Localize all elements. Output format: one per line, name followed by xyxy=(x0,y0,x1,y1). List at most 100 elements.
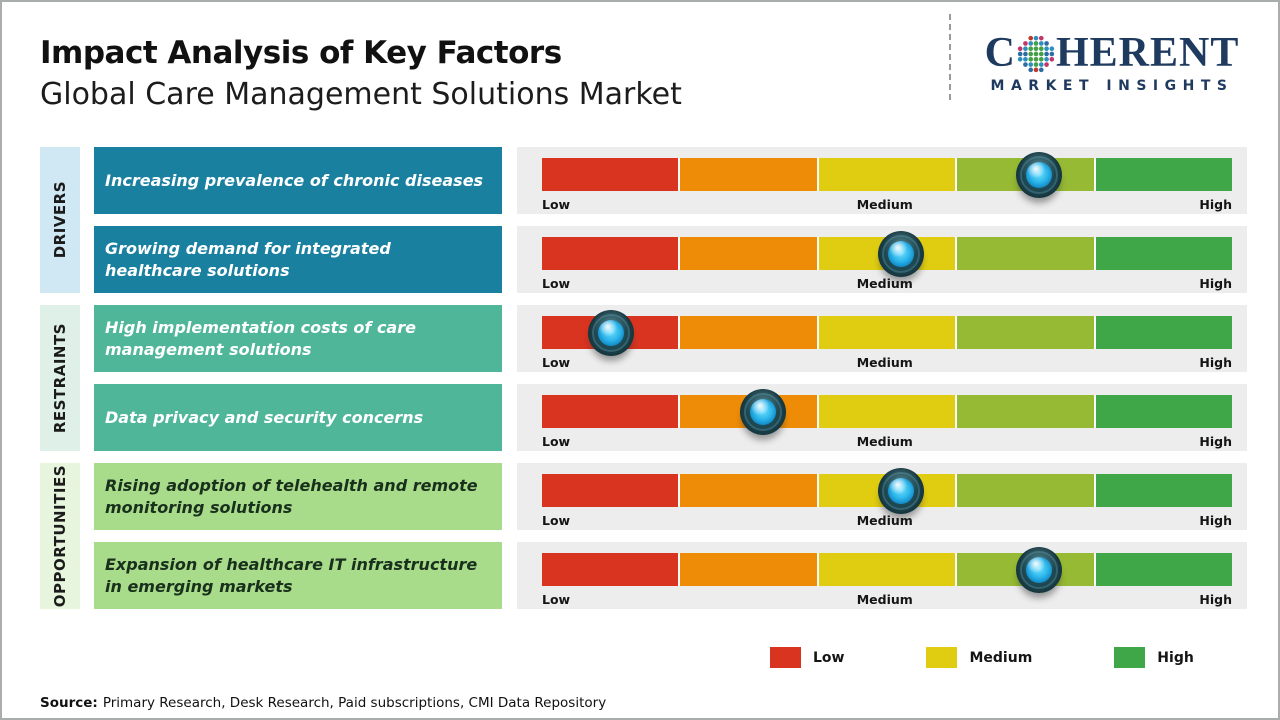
factor-row: High implementation costs of care manage… xyxy=(94,305,1247,372)
legend-swatch-low xyxy=(770,647,801,668)
legend-item-medium: Medium xyxy=(926,647,1032,668)
impact-bar xyxy=(542,151,1233,198)
legend: Low Medium High xyxy=(770,647,1194,668)
logo-text-end: HERENT xyxy=(1055,30,1240,76)
impact-scale-panel: Low Medium High xyxy=(517,226,1247,293)
source-label: Source: xyxy=(40,695,98,711)
bar-segment-mid xyxy=(816,158,956,191)
bar-segment-mid xyxy=(816,553,956,586)
group-label-opportunities: OPPORTUNITIES xyxy=(51,464,69,608)
scale-label-medium: Medium xyxy=(856,592,913,607)
impact-bar xyxy=(542,230,1233,277)
bar-segment-low xyxy=(542,474,679,507)
factor-row: Expansion of healthcare IT infrastructur… xyxy=(94,542,1247,609)
scale-labels: Low Medium High xyxy=(542,592,1232,607)
bar-segment-high xyxy=(1093,316,1233,349)
bar-segment-low-mid xyxy=(678,237,817,270)
group-opportunities: OPPORTUNITIES Rising adoption of telehea… xyxy=(40,463,1247,609)
legend-swatch-high xyxy=(1114,647,1146,668)
factor-text: Growing demand for integrated healthcare… xyxy=(105,238,391,280)
factor-text: Increasing prevalence of chronic disease… xyxy=(105,170,484,190)
scale-label-low: Low xyxy=(542,592,571,607)
impact-scale-panel: Low Medium High xyxy=(517,147,1247,214)
scale-label-high: High xyxy=(1199,197,1232,212)
scale-labels: Low Medium High xyxy=(542,197,1232,212)
page-title: Impact Analysis of Key Factors xyxy=(40,35,562,71)
bar-segment-low xyxy=(542,237,679,270)
factor-text: Data privacy and security concerns xyxy=(105,407,424,427)
legend-label-low: Low xyxy=(813,649,845,666)
bar-segment-low-mid xyxy=(678,158,817,191)
source-note: Source: Primary Research, Desk Research, … xyxy=(40,695,606,711)
scale-label-medium: Medium xyxy=(856,197,913,212)
impact-marker xyxy=(877,230,924,277)
group-drivers: DRIVERS Increasing prevalence of chronic… xyxy=(40,147,1247,293)
group-restraints: RESTRAINTS High implementation costs of … xyxy=(40,305,1247,451)
bar-segment-low-mid xyxy=(678,316,817,349)
impact-bar xyxy=(542,388,1233,435)
factor-text: High implementation costs of care manage… xyxy=(105,317,416,359)
group-strip-restraints: RESTRAINTS xyxy=(40,305,80,451)
scale-label-low: Low xyxy=(542,513,571,528)
scale-labels: Low Medium High xyxy=(542,434,1232,449)
bar-segment-low xyxy=(542,553,679,586)
factor-text: Rising adoption of telehealth and remote… xyxy=(105,475,478,517)
group-rows: High implementation costs of care manage… xyxy=(94,305,1247,451)
scale-label-high: High xyxy=(1199,276,1232,291)
bar-segment-high xyxy=(1093,237,1233,270)
factor-box: High implementation costs of care manage… xyxy=(94,305,502,372)
scale-labels: Low Medium High xyxy=(542,355,1232,370)
factor-row: Increasing prevalence of chronic disease… xyxy=(94,147,1247,214)
bar-segment-mid-high xyxy=(955,316,1094,349)
factor-box: Data privacy and security concerns xyxy=(94,384,502,451)
coherent-globe-icon xyxy=(1017,35,1055,73)
factor-text: Expansion of healthcare IT infrastructur… xyxy=(105,554,478,596)
legend-label-medium: Medium xyxy=(969,649,1033,666)
bar-segment-mid-high xyxy=(955,474,1094,507)
scale-label-low: Low xyxy=(542,276,571,291)
bar-segment-low xyxy=(542,158,679,191)
scale-label-low: Low xyxy=(542,197,571,212)
factor-row: Rising adoption of telehealth and remote… xyxy=(94,463,1247,530)
logo-text-start: C xyxy=(984,30,1016,76)
bar-segment-high xyxy=(1093,553,1233,586)
impact-scale-panel: Low Medium High xyxy=(517,542,1247,609)
scale-label-high: High xyxy=(1199,434,1232,449)
group-rows: Increasing prevalence of chronic disease… xyxy=(94,147,1247,293)
scale-label-high: High xyxy=(1199,513,1232,528)
bar-segment-low-mid xyxy=(678,474,817,507)
impact-bar xyxy=(542,467,1233,514)
impact-scale-panel: Low Medium High xyxy=(517,463,1247,530)
impact-scale-panel: Low Medium High xyxy=(517,305,1247,372)
impact-marker xyxy=(877,467,924,514)
legend-swatch-medium xyxy=(926,647,958,668)
page-subtitle: Global Care Management Solutions Market xyxy=(40,77,682,113)
group-strip-opportunities: OPPORTUNITIES xyxy=(40,463,80,609)
impact-marker xyxy=(739,388,786,435)
impact-marker xyxy=(1015,151,1062,198)
scale-label-low: Low xyxy=(542,355,571,370)
group-label-restraints: RESTRAINTS xyxy=(51,322,69,434)
scale-label-low: Low xyxy=(542,434,571,449)
bar-segment-high xyxy=(1093,474,1233,507)
group-rows: Rising adoption of telehealth and remote… xyxy=(94,463,1247,609)
bar-segment-mid-high xyxy=(955,237,1094,270)
impact-grid: DRIVERS Increasing prevalence of chronic… xyxy=(40,147,1247,609)
logo-tagline: MARKET INSIGHTS xyxy=(990,78,1234,94)
impact-bar xyxy=(542,309,1233,356)
factor-box: Increasing prevalence of chronic disease… xyxy=(94,147,502,214)
brand-logo: C HERENT MARKET INSIGHTS xyxy=(964,32,1260,94)
legend-item-high: High xyxy=(1114,647,1194,668)
scale-label-medium: Medium xyxy=(856,355,913,370)
impact-marker xyxy=(588,309,634,356)
bar-segment-low-mid xyxy=(678,553,817,586)
impact-bar xyxy=(542,546,1233,593)
scale-label-medium: Medium xyxy=(856,276,913,291)
scale-label-high: High xyxy=(1199,355,1232,370)
bar-segment-high xyxy=(1093,158,1233,191)
group-label-drivers: DRIVERS xyxy=(51,181,69,259)
impact-scale-panel: Low Medium High xyxy=(517,384,1247,451)
scale-labels: Low Medium High xyxy=(542,276,1232,291)
logo-wordmark: C HERENT xyxy=(964,32,1260,74)
